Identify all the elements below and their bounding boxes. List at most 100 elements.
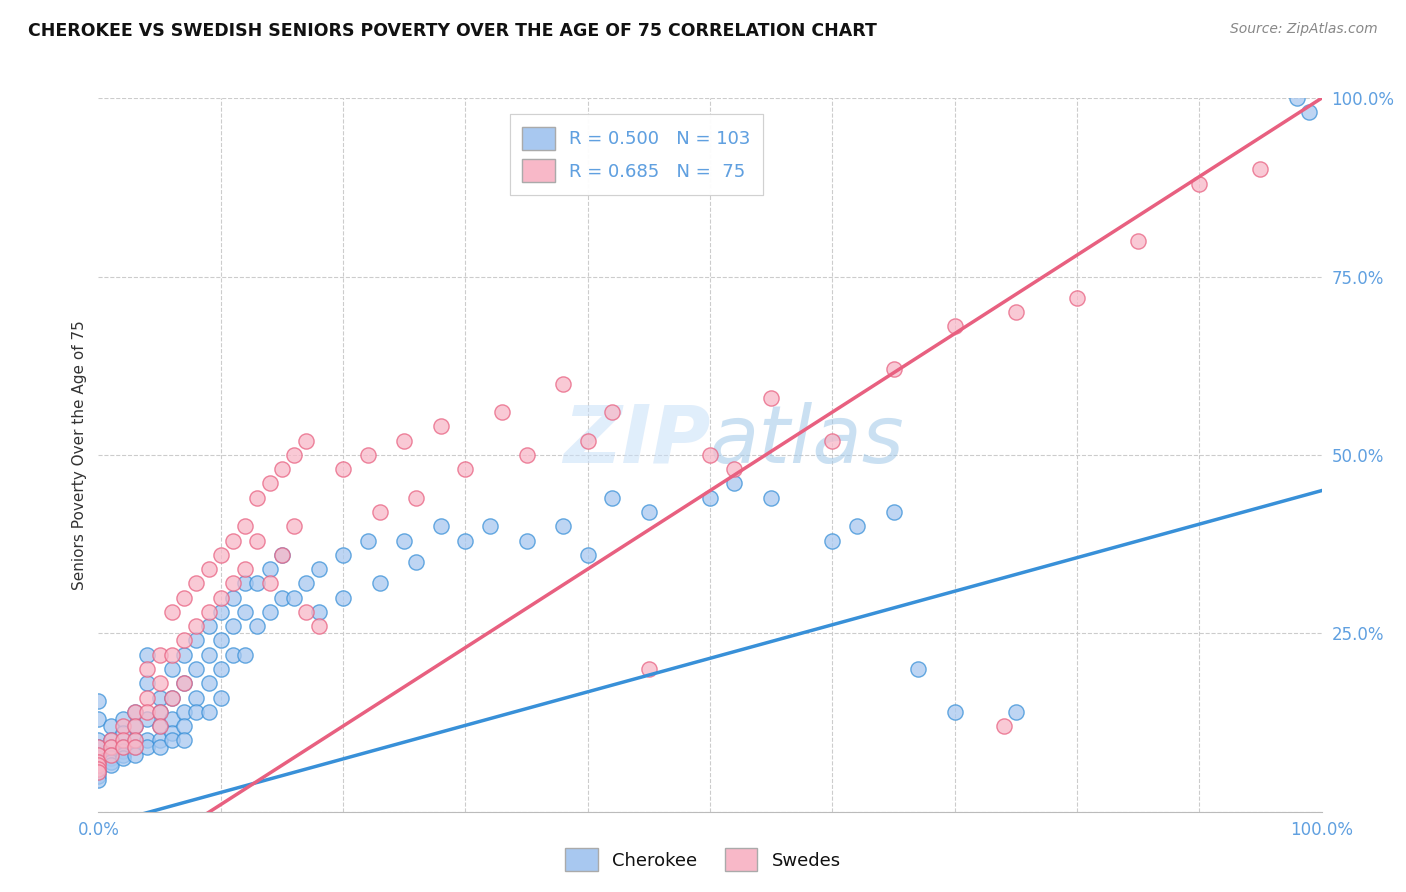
Point — [173, 633, 195, 648]
Point — [845, 519, 868, 533]
Point — [600, 491, 623, 505]
Point — [600, 405, 623, 419]
Point — [136, 662, 159, 676]
Point — [87, 740, 110, 755]
Point — [160, 690, 183, 705]
Point — [100, 747, 122, 762]
Point — [100, 755, 122, 769]
Point — [87, 762, 110, 776]
Text: atlas: atlas — [710, 401, 905, 480]
Point — [124, 733, 146, 747]
Point — [100, 719, 122, 733]
Point — [209, 548, 232, 562]
Point — [173, 676, 195, 690]
Point — [699, 448, 721, 462]
Point — [233, 576, 256, 591]
Point — [186, 633, 208, 648]
Point — [160, 605, 183, 619]
Point — [454, 462, 477, 476]
Point — [1298, 105, 1320, 120]
Point — [491, 405, 513, 419]
Point — [332, 548, 354, 562]
Point — [821, 434, 844, 448]
Point — [1249, 162, 1271, 177]
Point — [1004, 705, 1026, 719]
Point — [883, 505, 905, 519]
Point — [160, 648, 183, 662]
Point — [87, 740, 110, 755]
Point — [515, 533, 537, 548]
Point — [87, 758, 110, 772]
Point — [100, 747, 122, 762]
Point — [111, 744, 134, 758]
Point — [149, 719, 172, 733]
Point — [1188, 177, 1211, 191]
Point — [246, 576, 269, 591]
Point — [111, 712, 134, 726]
Point — [821, 533, 844, 548]
Point — [1004, 305, 1026, 319]
Point — [233, 519, 256, 533]
Point — [197, 619, 219, 633]
Point — [111, 740, 134, 755]
Text: Source: ZipAtlas.com: Source: ZipAtlas.com — [1230, 22, 1378, 37]
Point — [149, 705, 172, 719]
Point — [222, 533, 245, 548]
Point — [173, 591, 195, 605]
Point — [637, 505, 661, 519]
Point — [209, 591, 232, 605]
Point — [478, 519, 501, 533]
Point — [197, 705, 219, 719]
Point — [87, 769, 110, 783]
Point — [308, 605, 330, 619]
Text: CHEROKEE VS SWEDISH SENIORS POVERTY OVER THE AGE OF 75 CORRELATION CHART: CHEROKEE VS SWEDISH SENIORS POVERTY OVER… — [28, 22, 877, 40]
Point — [1286, 91, 1309, 105]
Point — [222, 591, 245, 605]
Point — [186, 576, 208, 591]
Point — [173, 705, 195, 719]
Point — [124, 705, 146, 719]
Point — [87, 733, 110, 747]
Point — [576, 434, 599, 448]
Point — [576, 548, 599, 562]
Point — [430, 419, 453, 434]
Point — [259, 605, 281, 619]
Point — [295, 434, 318, 448]
Point — [197, 605, 219, 619]
Point — [111, 719, 134, 733]
Point — [515, 448, 537, 462]
Point — [723, 476, 745, 491]
Point — [149, 648, 172, 662]
Point — [270, 462, 294, 476]
Point — [87, 765, 110, 780]
Point — [186, 705, 208, 719]
Y-axis label: Seniors Poverty Over the Age of 75: Seniors Poverty Over the Age of 75 — [72, 320, 87, 590]
Point — [197, 676, 219, 690]
Point — [124, 740, 146, 755]
Point — [308, 619, 330, 633]
Point — [209, 633, 232, 648]
Point — [405, 491, 427, 505]
Point — [553, 519, 575, 533]
Point — [136, 740, 159, 755]
Point — [173, 719, 195, 733]
Point — [1066, 291, 1088, 305]
Point — [87, 747, 110, 762]
Point — [270, 548, 294, 562]
Point — [111, 733, 134, 747]
Point — [943, 705, 966, 719]
Point — [197, 648, 219, 662]
Legend: R = 0.500   N = 103, R = 0.685   N =  75: R = 0.500 N = 103, R = 0.685 N = 75 — [510, 114, 763, 195]
Point — [124, 719, 146, 733]
Point — [100, 740, 122, 755]
Point — [100, 733, 122, 747]
Point — [136, 712, 159, 726]
Point — [149, 676, 172, 690]
Point — [87, 747, 110, 762]
Legend: Cherokee, Swedes: Cherokee, Swedes — [558, 841, 848, 879]
Point — [392, 434, 416, 448]
Point — [209, 662, 232, 676]
Point — [136, 705, 159, 719]
Point — [173, 648, 195, 662]
Point — [1128, 234, 1150, 248]
